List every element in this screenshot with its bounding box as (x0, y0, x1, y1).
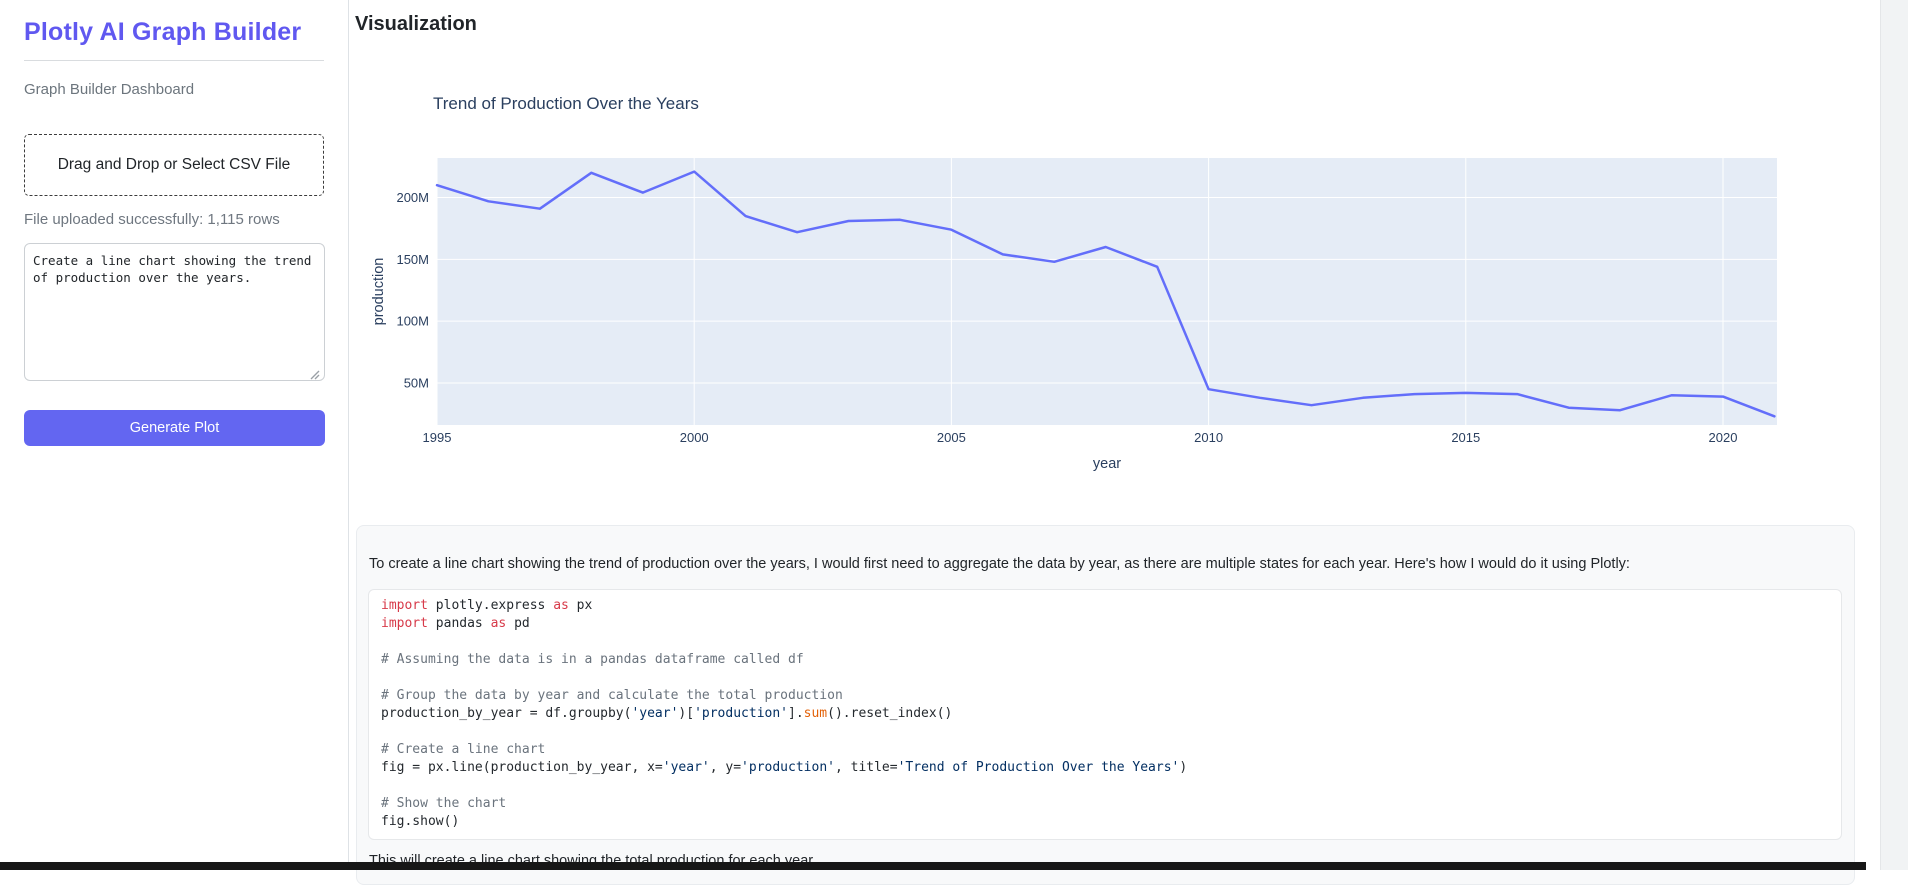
explanation-card: To create a line chart showing the trend… (356, 525, 1855, 885)
svg-text:150M: 150M (396, 252, 429, 267)
svg-text:200M: 200M (396, 190, 429, 205)
bottom-window-edge (0, 862, 1866, 870)
sidebar-main-divider (348, 0, 349, 870)
svg-text:year: year (1093, 456, 1121, 472)
code-block: import plotly.express as px import pandas… (368, 589, 1842, 840)
title-divider (24, 60, 324, 61)
svg-text:Trend of Production Over the Y: Trend of Production Over the Years (433, 94, 699, 113)
svg-text:100M: 100M (396, 314, 429, 329)
sidebar: Plotly AI Graph Builder Graph Builder Da… (0, 0, 348, 870)
svg-text:1995: 1995 (423, 430, 452, 445)
plotly-line-chart[interactable]: 50M 100M 150M 200M 1995 2000 2005 2010 2015 2020 T… (355, 73, 1785, 493)
scrollbar-track[interactable] (1880, 0, 1908, 870)
generate-plot-button[interactable]: Generate Plot (24, 410, 325, 446)
svg-text:2000: 2000 (680, 430, 709, 445)
chart-svg: 50M 100M 150M 200M 1995 2000 2005 2010 2015 2020 T… (371, 94, 1777, 472)
svg-text:50M: 50M (404, 375, 429, 390)
textarea-resize-grip[interactable] (308, 367, 320, 380)
svg-text:2015: 2015 (1451, 430, 1480, 445)
svg-text:2020: 2020 (1709, 430, 1738, 445)
csv-dropzone[interactable]: Drag and Drop or Select CSV File (24, 134, 324, 196)
resize-grip-icon (310, 370, 320, 380)
csv-dropzone-label: Drag and Drop or Select CSV File (57, 156, 291, 173)
svg-text:2010: 2010 (1194, 430, 1223, 445)
prompt-textarea[interactable]: Create a line chart showing the trend of… (24, 243, 325, 381)
svg-text:production: production (371, 258, 387, 326)
upload-status: File uploaded successfully: 1,115 rows (24, 211, 280, 228)
visualization-heading: Visualization (355, 13, 477, 35)
svg-text:2005: 2005 (937, 430, 966, 445)
explanation-intro: To create a line chart showing the trend… (369, 556, 1630, 572)
app-title: Plotly AI Graph Builder (24, 18, 302, 46)
dashboard-subtitle: Graph Builder Dashboard (24, 81, 195, 98)
